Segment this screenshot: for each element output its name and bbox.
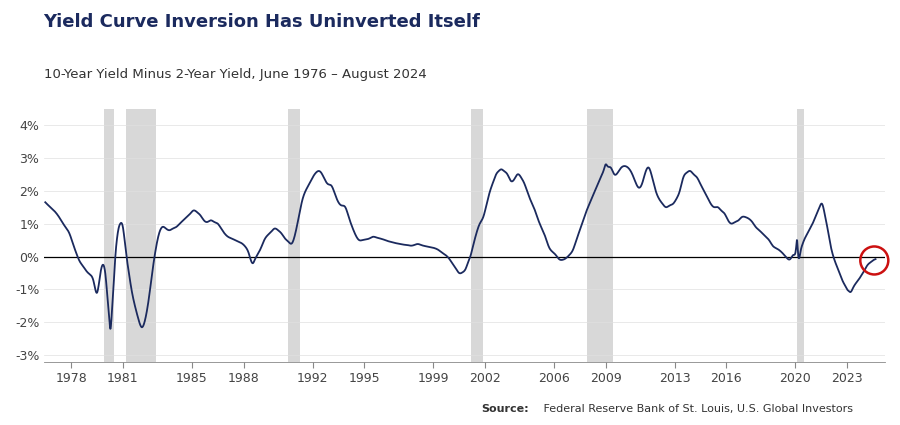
Text: Source:: Source: — [482, 404, 528, 414]
Bar — [472, 108, 483, 362]
Text: Yield Curve Inversion Has Uninverted Itself: Yield Curve Inversion Has Uninverted Its… — [43, 13, 481, 31]
Text: Federal Reserve Bank of St. Louis, U.S. Global Investors: Federal Reserve Bank of St. Louis, U.S. … — [540, 404, 852, 414]
Bar — [126, 108, 156, 362]
Bar — [288, 108, 301, 362]
Bar — [797, 108, 804, 362]
Text: 10-Year Yield Minus 2-Year Yield, June 1976 – August 2024: 10-Year Yield Minus 2-Year Yield, June 1… — [43, 68, 427, 81]
Bar — [104, 108, 114, 362]
Bar — [587, 108, 613, 362]
